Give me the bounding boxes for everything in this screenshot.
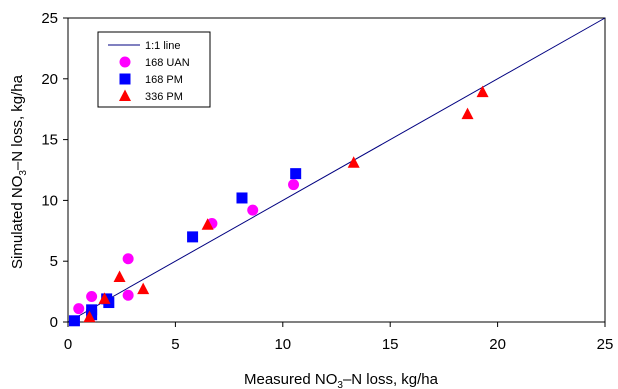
y-axis-title-subscript: 3 bbox=[18, 170, 29, 176]
x-axis-title-subscript: 3 bbox=[337, 380, 343, 389]
x-axis: 0 5 10 15 20 25 bbox=[64, 322, 614, 353]
y-tick-label: 15 bbox=[41, 132, 58, 149]
y-tick-label: 5 bbox=[50, 253, 58, 270]
legend-label-168-pm: 168 PM bbox=[145, 74, 183, 86]
y-tick-label: 25 bbox=[41, 10, 58, 27]
legend-label-168-uan: 168 UAN bbox=[145, 57, 190, 69]
point-168-pm bbox=[68, 315, 80, 327]
reference-line-1-to-1 bbox=[67, 17, 606, 323]
point-168-pm bbox=[236, 192, 248, 204]
point-336-pm bbox=[476, 85, 489, 98]
legend-label-1-to-1-line: 1:1 line bbox=[145, 40, 180, 52]
x-tick-label: 15 bbox=[382, 336, 399, 353]
x-tick-label: 20 bbox=[489, 336, 506, 353]
y-axis: 0 5 10 15 20 25 bbox=[41, 10, 68, 331]
point-168-uan bbox=[122, 253, 134, 265]
point-336-pm bbox=[137, 282, 150, 295]
legend-swatch-168-uan bbox=[119, 56, 131, 68]
data-markers bbox=[68, 85, 489, 327]
x-axis-title: Measured NO3–N loss, kg/ha bbox=[244, 371, 439, 389]
point-336-pm bbox=[201, 218, 214, 230]
point-168-uan bbox=[247, 204, 259, 216]
point-168-uan bbox=[86, 290, 98, 302]
point-336-pm bbox=[347, 156, 360, 168]
point-336-pm bbox=[83, 310, 96, 323]
point-168-pm bbox=[86, 309, 98, 321]
legend-swatch-168-pm bbox=[119, 73, 131, 85]
y-tick-label: 0 bbox=[50, 314, 58, 331]
x-tick-label: 25 bbox=[597, 336, 614, 353]
x-tick-label: 10 bbox=[274, 336, 291, 353]
point-168-pm bbox=[187, 231, 199, 243]
y-tick-label: 20 bbox=[41, 71, 58, 88]
point-168-uan bbox=[122, 289, 134, 301]
point-336-pm bbox=[461, 107, 474, 120]
x-tick-label: 5 bbox=[171, 336, 179, 353]
y-axis-title: Simulated NO3–N loss, kg/ha bbox=[9, 74, 29, 269]
legend: 1:1 line 168 UAN 168 PM 336 PM bbox=[97, 31, 211, 108]
point-336-pm bbox=[98, 292, 111, 304]
legend-swatch-336-pm bbox=[119, 89, 131, 101]
x-tick-label: 0 bbox=[64, 336, 72, 353]
point-168-uan bbox=[73, 303, 85, 315]
legend-label-336-pm: 336 PM bbox=[145, 91, 183, 103]
y-tick-label: 10 bbox=[41, 192, 58, 209]
point-168-uan bbox=[288, 179, 300, 191]
point-336-pm bbox=[113, 270, 126, 283]
point-168-pm bbox=[290, 168, 302, 180]
